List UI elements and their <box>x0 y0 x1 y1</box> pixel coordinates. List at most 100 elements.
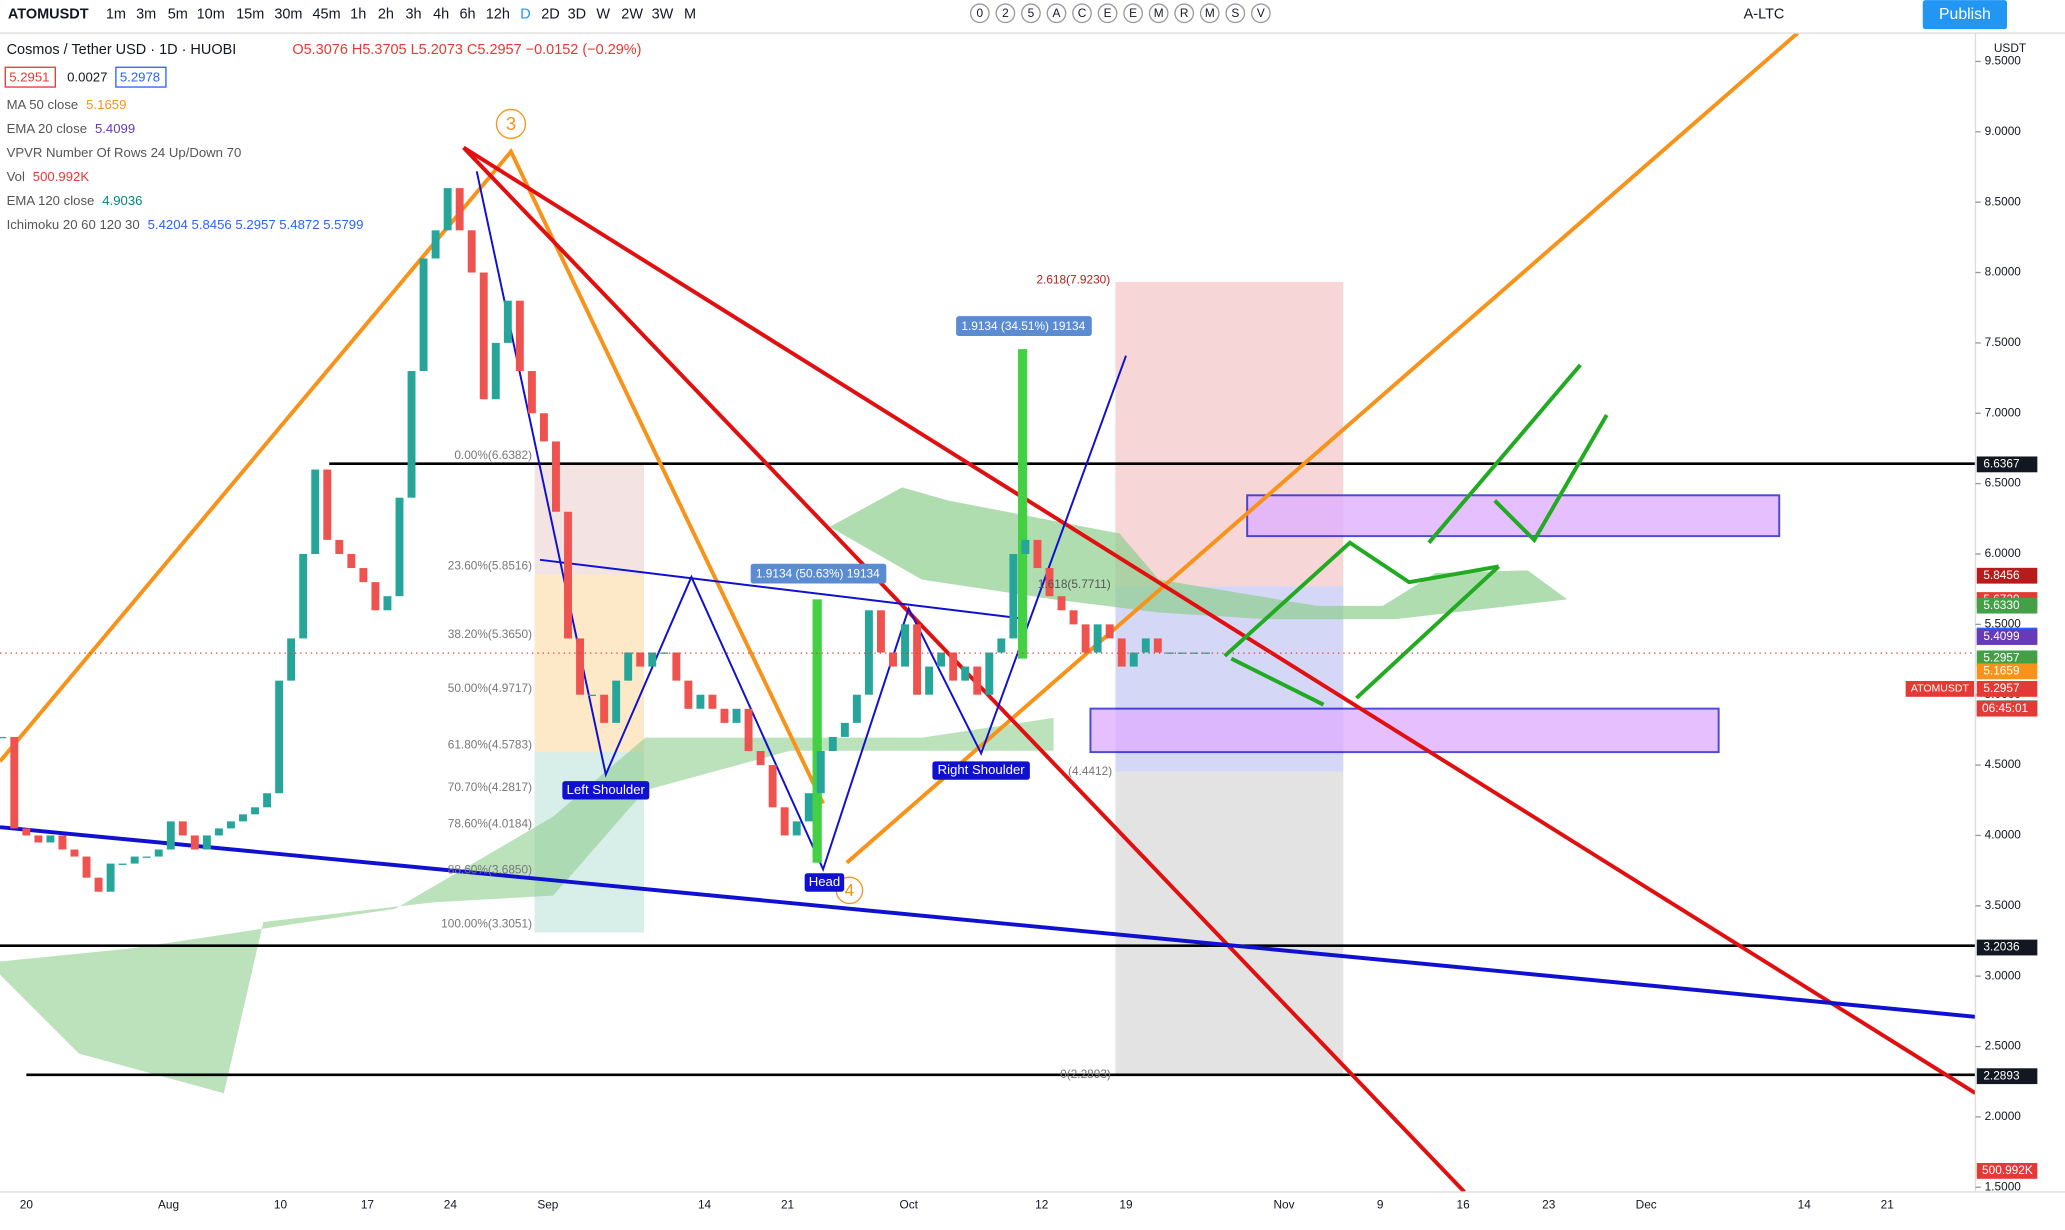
indicator-button[interactable] <box>1250 3 1271 24</box>
indicator-button[interactable] <box>1072 3 1092 24</box>
pattern-tag <box>562 781 650 800</box>
interval[interactable]: 5m <box>168 6 188 22</box>
candle <box>961 666 970 681</box>
indicator-button[interactable] <box>1225 3 1246 24</box>
pattern-line <box>475 171 1127 873</box>
interval[interactable]: M <box>684 6 696 22</box>
candle <box>864 610 873 695</box>
symbol[interactable]: ATOMUSDT <box>8 6 89 22</box>
candle <box>371 582 380 611</box>
interval[interactable]: 4h <box>433 6 449 22</box>
price-tick-label: 8.5000 <box>1985 194 2022 208</box>
candle <box>455 188 464 231</box>
candle <box>708 694 717 709</box>
candle <box>720 708 729 723</box>
interval[interactable]: 10m <box>197 6 225 22</box>
candle <box>10 736 19 829</box>
indicator-label[interactable]: 5 <box>1028 6 1035 20</box>
zone-box <box>1246 494 1781 538</box>
interval[interactable]: 3m <box>136 6 156 22</box>
price-tag-label: 3.2036 <box>1983 940 2020 954</box>
interval[interactable]: 2W <box>621 6 643 22</box>
indicator-label[interactable]: R <box>1180 6 1189 20</box>
interval[interactable]: 1m <box>106 6 126 22</box>
indicator-button[interactable] <box>1021 3 1041 24</box>
indicator-button[interactable] <box>1097 3 1118 24</box>
candle <box>479 272 488 400</box>
study-values: 5.4099 <box>95 121 135 136</box>
price-tick-label: 6.5000 <box>1985 476 2022 490</box>
indicator-label[interactable]: 2 <box>1002 6 1009 20</box>
indicator-label[interactable]: M <box>1205 6 1215 20</box>
indicator-button[interactable] <box>969 3 990 24</box>
candle <box>491 342 500 400</box>
price-tag-label: 5.4099 <box>1983 629 2020 643</box>
interval[interactable]: 2D <box>541 6 560 22</box>
interval[interactable]: 3W <box>652 6 674 22</box>
interval[interactable]: 30m <box>274 6 302 22</box>
study-name: VPVR Number Of Rows 24 Up/Down 70 <box>7 145 242 160</box>
candle <box>768 765 777 808</box>
candle <box>732 708 741 723</box>
indicator-button[interactable] <box>1046 3 1067 24</box>
indicator-label[interactable]: S <box>1231 6 1239 20</box>
fib-label: 70.70%(4.2817) <box>448 780 532 794</box>
indicator-label[interactable]: A <box>1053 6 1061 20</box>
indicator-label[interactable]: C <box>1078 6 1087 20</box>
interval[interactable]: D <box>520 6 530 22</box>
fib-label: 23.60%(5.8516) <box>448 559 532 573</box>
interval[interactable]: 2h <box>378 6 394 22</box>
candle <box>130 856 139 864</box>
extension-label: 1.618(5.7711) <box>1038 577 1111 591</box>
indicator-button[interactable] <box>1123 3 1143 24</box>
price-tick-label: 3.0000 <box>1985 968 2022 982</box>
fib-label: 38.20%(5.3650) <box>448 627 532 641</box>
price-tick-label: 3.5000 <box>1985 898 2022 912</box>
time-label: 16 <box>1457 1197 1471 1211</box>
candle <box>407 371 416 498</box>
candle <box>1057 596 1066 611</box>
interval[interactable]: W <box>596 6 610 22</box>
candle <box>287 638 296 681</box>
indicator-button[interactable] <box>995 3 1016 24</box>
interval[interactable]: 15m <box>236 6 264 22</box>
indicator-label[interactable]: V <box>1257 6 1265 20</box>
candle <box>178 821 187 836</box>
candle <box>564 511 572 639</box>
symbol-tag <box>1905 680 1975 697</box>
candle <box>1153 638 1162 653</box>
interval[interactable]: 3h <box>405 6 421 22</box>
indicator-label[interactable]: E <box>1129 6 1137 20</box>
price-tag-label: 5.1659 <box>1983 663 2020 677</box>
study-values: 500.992K <box>33 169 90 184</box>
indicator-label[interactable]: 0 <box>977 6 984 20</box>
pattern-label: Left Shoulder <box>567 782 646 797</box>
candle <box>539 413 548 442</box>
indicator-button[interactable] <box>1199 3 1220 24</box>
candle <box>503 300 512 343</box>
interval[interactable]: 12h <box>486 6 510 22</box>
candle <box>82 856 91 878</box>
symbol-tag-label: ATOMUSDT <box>1911 683 1970 695</box>
interval[interactable]: 3D <box>568 6 587 22</box>
publish-label[interactable]: Publish <box>1939 6 1991 23</box>
candle <box>58 835 67 850</box>
time-label: 10 <box>274 1197 288 1211</box>
last-price-tag <box>1976 680 2038 697</box>
interval[interactable]: 1h <box>350 6 366 22</box>
indicator-label[interactable]: M <box>1154 6 1164 20</box>
compare[interactable]: A-LTC <box>1744 6 1785 22</box>
indicator-button[interactable] <box>1174 3 1195 24</box>
candle <box>744 708 753 752</box>
interval[interactable]: 45m <box>313 6 341 22</box>
indicator-button[interactable] <box>1148 3 1169 24</box>
time-label: 21 <box>1881 1197 1895 1211</box>
publish-button[interactable] <box>1922 0 2008 30</box>
price-tag <box>1976 939 2038 956</box>
candle <box>1189 652 1198 654</box>
interval[interactable]: 6h <box>459 6 475 22</box>
indicator-label[interactable]: E <box>1104 6 1112 20</box>
candle <box>118 863 127 865</box>
price-tag-label: 5.2957 <box>1983 650 2019 664</box>
candle <box>889 652 897 667</box>
